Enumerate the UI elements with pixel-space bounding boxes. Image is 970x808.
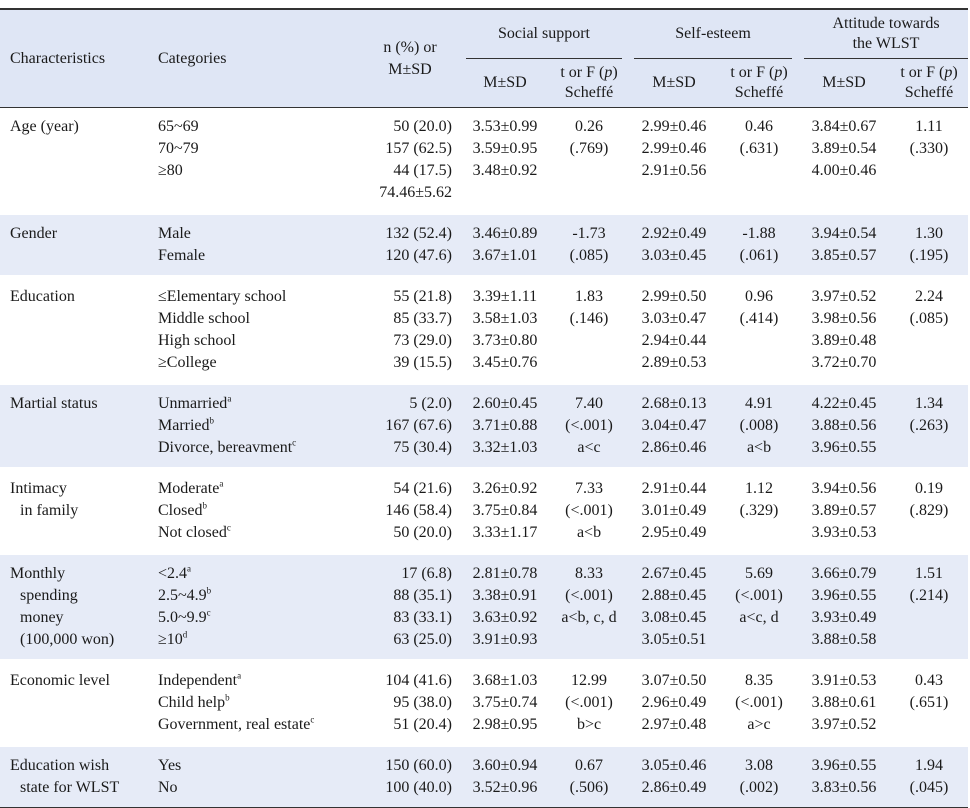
characteristic-cell: Martial status	[0, 385, 150, 467]
header-categories: Categories	[150, 9, 360, 108]
attitude-test-cell: 1.30 (.195)	[890, 215, 968, 275]
n-cell: 150 (60.0) 100 (40.0)	[360, 747, 460, 808]
n-cell: 55 (21.8) 85 (33.7) 73 (29.0) 39 (15.5)	[393, 288, 452, 371]
table-page: Characteristics Categories n (%) or M±SD…	[0, 9, 968, 808]
n-cell: 17 (6.8) 88 (35.1) 83 (33.1) 63 (25.0)	[360, 555, 460, 659]
characteristic-cell: Monthly spending money (100,000 won)	[0, 555, 150, 659]
self-esteem-mean-cell: 2.99±0.50 3.03±0.47 2.94±0.44 2.89±0.53	[641, 288, 707, 371]
self-esteem-test-cell: 4.91 (.008) a<b	[720, 385, 798, 467]
social-support-mean-cell: 3.26±0.92 3.75±0.84 3.33±1.17	[472, 480, 538, 541]
attitude-mean-cell: 3.94±0.56 3.89±0.57 3.93±0.53	[811, 480, 877, 541]
attitude-test-cell: 1.51 (.214)	[890, 555, 968, 659]
header-characteristics: Characteristics	[0, 9, 150, 108]
self-esteem-test-cell: 5.69 (<.001) a<c, d	[720, 555, 798, 659]
n-cell: 54 (21.6) 146 (58.4) 50 (20.0)	[385, 480, 452, 541]
attitude-test-cell: 2.24 (.085)	[909, 288, 949, 327]
social-support-test-cell: 1.83 (.146)	[569, 288, 609, 327]
social-support-test-cell: 0.26 (.769)	[569, 118, 609, 157]
attitude-mean-cell: 3.96±0.55 3.83±0.56	[798, 747, 890, 808]
header-social-support: Social support	[460, 9, 628, 59]
category-cell: 65~69 70~79 ≥80	[158, 118, 199, 179]
characteristic-cell: Education wish state for WLST	[0, 747, 150, 808]
n-cell: 132 (52.4) 120 (47.6)	[360, 215, 460, 275]
self-esteem-test-cell: 8.35 (<.001) a>c	[735, 672, 783, 733]
table-row: Education ≤Elementary school Middle school…	[0, 278, 968, 382]
characteristic-cell: Intimacy in family	[10, 480, 79, 519]
category-cell: Yes No	[150, 747, 360, 808]
attitude-mean-cell: 4.22±0.45 3.88±0.56 3.96±0.55	[798, 385, 890, 467]
header-se-msd: M±SD	[628, 59, 720, 108]
self-esteem-mean-cell: 2.92±0.49 3.03±0.45	[628, 215, 720, 275]
n-cell: 5 (2.0) 167 (67.6) 75 (30.4)	[360, 385, 460, 467]
social-support-mean-cell: 3.46±0.89 3.67±1.01	[460, 215, 550, 275]
table-header: Characteristics Categories n (%) or M±SD…	[0, 9, 968, 108]
n-cell: 104 (41.6) 95 (38.0) 51 (20.4)	[385, 672, 452, 733]
characteristic-cell: Gender	[0, 215, 150, 275]
characteristics-table: Characteristics Categories n (%) or M±SD…	[0, 8, 968, 808]
social-support-mean-cell: 2.60±0.45 3.71±0.88 3.32±1.03	[460, 385, 550, 467]
self-esteem-mean-cell: 2.91±0.44 3.01±0.49 2.95±0.49	[641, 480, 707, 541]
table-body: Age (year) 65~69 70~79 ≥80 50 (20.0) 157 (62.…	[0, 108, 968, 808]
social-support-test-cell: 0.67 (.506)	[550, 747, 628, 808]
social-support-mean-cell: 3.39±1.11 3.58±1.03 3.73±0.80 3.45±0.76	[472, 288, 538, 371]
social-support-mean-cell: 3.60±0.94 3.52±0.96	[460, 747, 550, 808]
attitude-mean-cell: 3.94±0.54 3.85±0.57	[798, 215, 890, 275]
social-support-test-cell: 7.33 (<.001) a<b	[565, 480, 613, 541]
self-esteem-test-cell: 0.46 (.631)	[739, 118, 779, 157]
header-se-t: t or F (p) Scheffé	[720, 59, 798, 108]
header-at-t: t or F (p) Scheffé	[890, 59, 968, 108]
self-esteem-test-cell: 1.12 (.329)	[739, 480, 779, 519]
header-ss-t: t or F (p) Scheffé	[550, 59, 628, 108]
attitude-test-cell: 0.43 (.651)	[909, 672, 949, 711]
category-cell: ≤Elementary school Middle school High scho…	[158, 288, 287, 371]
social-support-mean-cell: 3.53±0.99 3.59±0.95 3.48±0.92	[472, 118, 538, 179]
header-at-msd: M±SD	[798, 59, 890, 108]
table-row: Martial status Unmarrieda Marriedb Divorce,…	[0, 385, 968, 467]
self-esteem-mean-cell: 2.99±0.46 2.99±0.46 2.91±0.56	[641, 118, 707, 179]
self-esteem-mean-cell: 2.67±0.45 2.88±0.45 3.08±0.45 3.05±0.51	[628, 555, 720, 659]
attitude-mean-cell: 3.91±0.53 3.88±0.61 3.97±0.52	[811, 672, 877, 733]
table-row: Age (year) 65~69 70~79 ≥80 50 (20.0) 157 (62.…	[0, 108, 968, 213]
characteristic-cell: Economic level	[10, 672, 110, 689]
social-support-test-cell: 8.33 (<.001) a<b, c, d	[550, 555, 628, 659]
category-cell: Male Female	[150, 215, 360, 275]
header-attitude: Attitude towards the WLST	[798, 9, 968, 59]
social-support-test-cell: 12.99 (<.001) b>c	[565, 672, 613, 733]
self-esteem-test-cell: 0.96 (.414)	[739, 288, 779, 327]
table-row: Economic level Independenta Child helpb Gov…	[0, 662, 968, 744]
table-row: Gender Male Female 132 (52.4) 120 (47.6) 3.46…	[0, 215, 968, 275]
category-cell: <2.4a 2.5~4.9b 5.0~9.9c ≥10d	[150, 555, 360, 659]
characteristic-cell: Age (year)	[10, 118, 79, 135]
n-cell: 50 (20.0) 157 (62.5) 44 (17.5) 74.46±5.62	[379, 118, 452, 201]
table-row: Education wish state for WLST Yes No 150 (60…	[0, 747, 968, 808]
category-cell: Independenta Child helpb Government, real …	[158, 670, 315, 733]
attitude-test-cell: 1.34 (.263)	[890, 385, 968, 467]
attitude-mean-cell: 3.66±0.79 3.96±0.55 3.93±0.49 3.88±0.58	[798, 555, 890, 659]
social-support-test-cell: 7.40 (<.001) a<c	[550, 385, 628, 467]
self-esteem-mean-cell: 3.07±0.50 2.96±0.49 2.97±0.48	[641, 672, 707, 733]
attitude-mean-cell: 3.97±0.52 3.98±0.56 3.89±0.48 3.72±0.70	[811, 288, 877, 371]
self-esteem-test-cell: 3.08 (.002)	[720, 747, 798, 808]
self-esteem-mean-cell: 3.05±0.46 2.86±0.49	[628, 747, 720, 808]
social-support-mean-cell: 2.81±0.78 3.38±0.91 3.63±0.92 3.91±0.93	[460, 555, 550, 659]
self-esteem-mean-cell: 2.68±0.13 3.04±0.47 2.86±0.46	[628, 385, 720, 467]
attitude-test-cell: 1.94 (.045)	[890, 747, 968, 808]
attitude-test-cell: 0.19 (.829)	[909, 480, 949, 519]
category-cell: Moderatea Closedb Not closedc	[158, 478, 231, 541]
header-self-esteem: Self-esteem	[628, 9, 798, 59]
table-row: Intimacy in family Moderatea Closedb Not clo…	[0, 470, 968, 552]
self-esteem-test-cell: -1.88 (.061)	[720, 215, 798, 275]
characteristic-cell: Education	[10, 288, 75, 305]
header-n: n (%) or M±SD	[360, 9, 460, 108]
category-cell: Unmarrieda Marriedb Divorce, bereavmentc	[150, 385, 360, 467]
attitude-test-cell: 1.11 (.330)	[909, 118, 949, 157]
table-row: Monthly spending money (100,000 won) <2.4a 2.…	[0, 555, 968, 659]
header-ss-msd: M±SD	[460, 59, 550, 108]
social-support-mean-cell: 3.68±1.03 3.75±0.74 2.98±0.95	[472, 672, 538, 733]
social-support-test-cell: -1.73 (.085)	[550, 215, 628, 275]
attitude-mean-cell: 3.84±0.67 3.89±0.54 4.00±0.46	[811, 118, 877, 179]
